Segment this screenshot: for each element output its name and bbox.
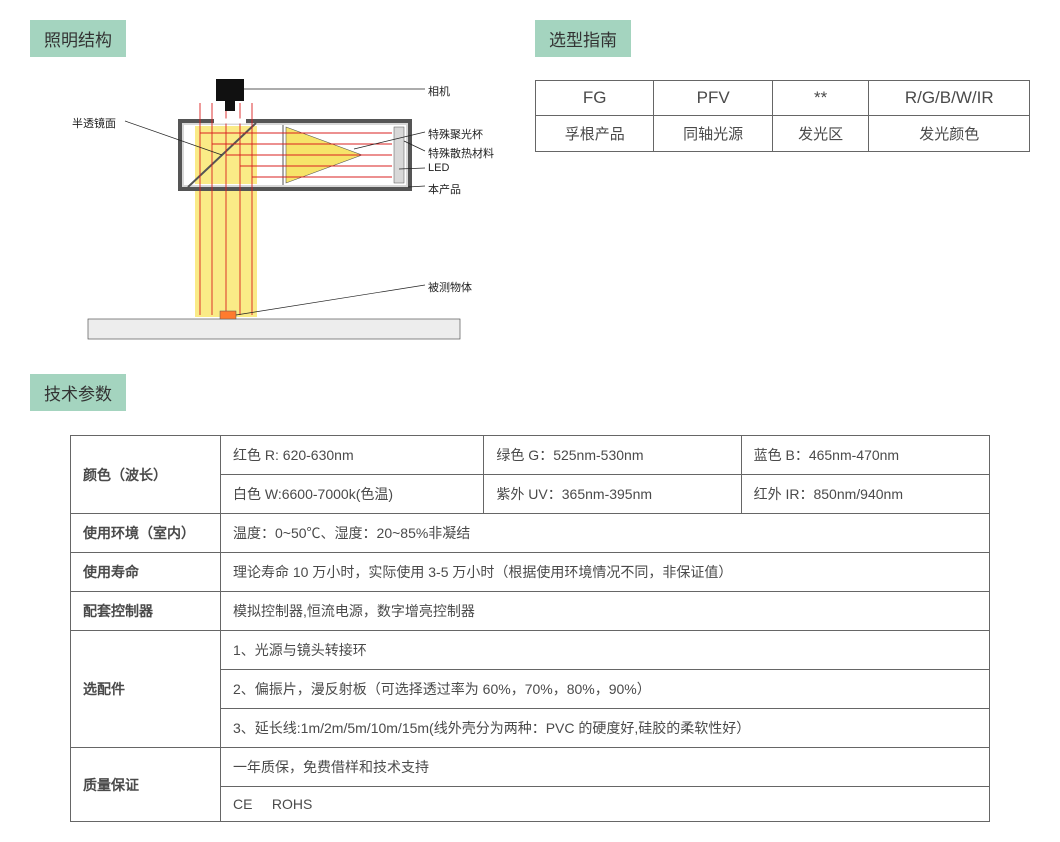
guide-table: FG PFV ** R/G/B/W/IR 孚根产品 同轴光源 发光区 发光颜色 (535, 80, 1030, 152)
structure-header: 照明结构 (30, 20, 126, 57)
guide-cell: 发光颜色 (869, 116, 1030, 152)
spec-cell: 一年质保，免费借样和技术支持 (221, 748, 990, 787)
spec-label-env: 使用环境（室内） (71, 514, 221, 553)
guide-header: 选型指南 (535, 20, 631, 57)
spec-cell: CE ROHS (221, 787, 990, 822)
label-object: 被测物体 (428, 279, 472, 295)
label-led: LED (428, 162, 449, 174)
label-cup: 特殊聚光杯 (428, 126, 483, 142)
spec-cell: 温度：0~50℃、湿度：20~85%非凝结 (221, 514, 990, 553)
spec-cell: 2、偏振片，漫反射板（可选择透过率为 60%，70%，80%，90%） (221, 670, 990, 709)
spec-cell: 红色 R: 620-630nm (221, 436, 484, 475)
guide-cell: PFV (654, 81, 772, 116)
spec-cell: 紫外 UV：365nm-395nm (484, 475, 741, 514)
specs-table: 颜色（波长） 红色 R: 620-630nm 绿色 G：525nm-530nm … (70, 435, 990, 822)
guide-cell: 孚根产品 (536, 116, 654, 152)
guide-cell: R/G/B/W/IR (869, 81, 1030, 116)
illumination-diagram: 半透镜面 相机 特殊聚光杯 特殊散热材料 LED 本产品 被测物体 (30, 69, 470, 349)
spec-cell: 蓝色 B：465nm-470nm (741, 436, 989, 475)
label-heat: 特殊散热材料 (428, 145, 494, 161)
spec-label-options: 选配件 (71, 631, 221, 748)
label-product: 本产品 (428, 181, 461, 197)
spec-cell: 3、延长线:1m/2m/5m/10m/15m(线外壳分为两种：PVC 的硬度好,… (221, 709, 990, 748)
spec-label-life: 使用寿命 (71, 553, 221, 592)
spec-cell: 绿色 G：525nm-530nm (484, 436, 741, 475)
spec-cell: 1、光源与镜头转接环 (221, 631, 990, 670)
spec-label-qa: 质量保证 (71, 748, 221, 822)
spec-cell: 红外 IR：850nm/940nm (741, 475, 989, 514)
label-mirror: 半透镜面 (72, 115, 116, 131)
guide-cell: ** (772, 81, 869, 116)
spec-cell: 理论寿命 10 万小时，实际使用 3-5 万小时（根据使用环境情况不同，非保证值… (221, 553, 990, 592)
label-camera: 相机 (428, 83, 450, 99)
guide-cell: 同轴光源 (654, 116, 772, 152)
spec-cell: 模拟控制器,恒流电源，数字增亮控制器 (221, 592, 990, 631)
spec-label-color: 颜色（波长） (71, 436, 221, 514)
guide-cell: 发光区 (772, 116, 869, 152)
specs-header: 技术参数 (30, 374, 126, 411)
spec-label-ctrl: 配套控制器 (71, 592, 221, 631)
guide-cell: FG (536, 81, 654, 116)
spec-cell: 白色 W:6600-7000k(色温) (221, 475, 484, 514)
